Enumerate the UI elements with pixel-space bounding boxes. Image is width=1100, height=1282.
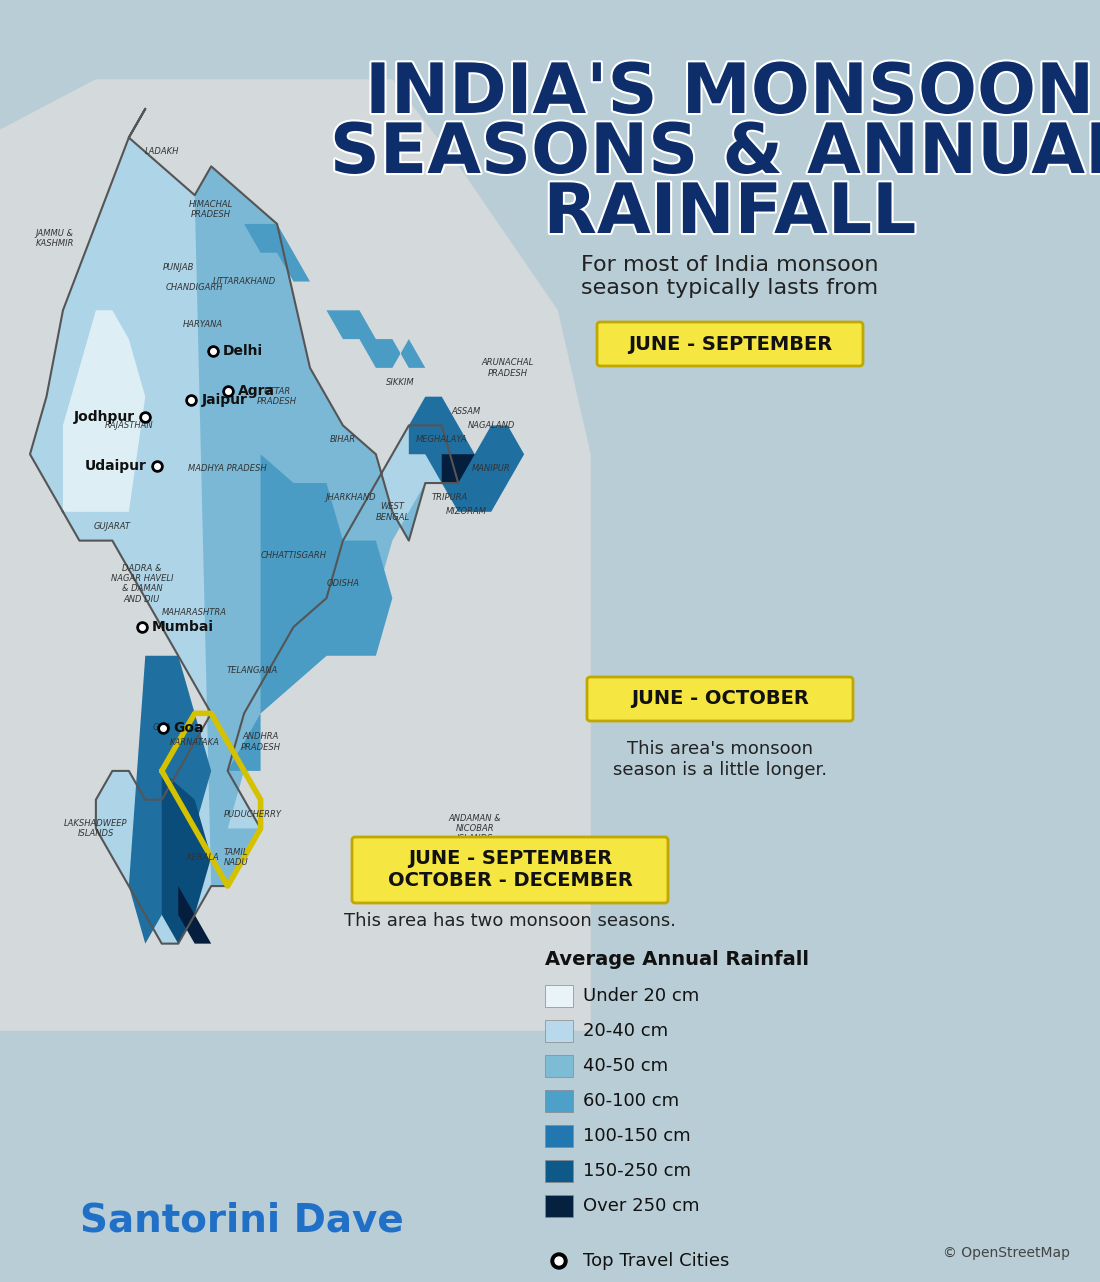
Text: TAMIL
NADU: TAMIL NADU (223, 847, 249, 867)
Polygon shape (442, 454, 475, 483)
Text: Santorini Dave: Santorini Dave (80, 1201, 404, 1238)
Text: KERALA: KERALA (187, 853, 219, 862)
Polygon shape (178, 886, 211, 944)
Text: MAHARASHTRA: MAHARASHTRA (162, 608, 228, 617)
Text: MEGHALAYA: MEGHALAYA (416, 436, 468, 445)
Text: Goa: Goa (174, 720, 204, 735)
Polygon shape (63, 310, 145, 512)
Text: 100-150 cm: 100-150 cm (583, 1127, 691, 1145)
Text: ASSAM: ASSAM (452, 406, 481, 415)
Text: GUJARAT: GUJARAT (94, 522, 131, 531)
Text: Top Travel Cities: Top Travel Cities (583, 1253, 729, 1270)
Bar (544, 1055, 573, 1077)
Text: This area's monsoon
season is a little longer.: This area's monsoon season is a little l… (613, 740, 827, 778)
Text: RAINFALL: RAINFALL (543, 179, 916, 247)
Bar (544, 1195, 573, 1217)
Text: PUDUCHERRY: PUDUCHERRY (223, 810, 282, 819)
Text: BIHAR: BIHAR (330, 436, 356, 445)
Text: PUNJAB: PUNJAB (163, 263, 194, 272)
Text: WEST
BENGAL: WEST BENGAL (375, 503, 409, 522)
Text: Mumbai: Mumbai (152, 620, 214, 635)
Text: HIMACHAL
PRADESH: HIMACHAL PRADESH (189, 200, 233, 219)
Text: LAKSHADWEEP
ISLANDS: LAKSHADWEEP ISLANDS (64, 819, 128, 838)
Polygon shape (0, 79, 590, 1029)
Bar (544, 1020, 573, 1042)
Text: INDIA'S MONSOON: INDIA'S MONSOON (365, 60, 1094, 127)
Text: TRIPURA: TRIPURA (432, 492, 469, 503)
FancyBboxPatch shape (587, 677, 852, 720)
Polygon shape (409, 396, 524, 512)
Text: HARYANA: HARYANA (183, 320, 223, 329)
Text: UTTARAKHAND: UTTARAKHAND (212, 277, 276, 286)
Text: Average Annual Rainfall: Average Annual Rainfall (544, 950, 808, 969)
Text: GOA: GOA (152, 723, 172, 732)
Text: NAGALAND: NAGALAND (468, 420, 515, 429)
Text: MADHYA PRADESH: MADHYA PRADESH (188, 464, 267, 473)
Circle shape (551, 1253, 566, 1269)
Text: Over 250 cm: Over 250 cm (583, 1197, 700, 1215)
Text: CHANDIGARH: CHANDIGARH (166, 283, 223, 292)
Text: JAMMU &
KASHMIR: JAMMU & KASHMIR (35, 228, 74, 247)
Bar (544, 1126, 573, 1147)
Text: SEASONS & ANNUAL: SEASONS & ANNUAL (330, 121, 1100, 187)
Text: JUNE - OCTOBER: JUNE - OCTOBER (631, 690, 808, 709)
Text: DADRA &
NAGAR HAVELI
& DAMAN
AND DIU: DADRA & NAGAR HAVELI & DAMAN AND DIU (111, 564, 173, 604)
Text: ARUNACHAL
PRADESH: ARUNACHAL PRADESH (482, 358, 534, 378)
Bar (544, 1090, 573, 1111)
Text: CHHATTISGARH: CHHATTISGARH (261, 550, 327, 559)
Text: KARNATAKA: KARNATAKA (169, 737, 220, 746)
Text: MIZORAM: MIZORAM (446, 508, 487, 517)
Text: JUNE - SEPTEMBER
OCTOBER - DECEMBER: JUNE - SEPTEMBER OCTOBER - DECEMBER (387, 850, 632, 891)
Text: JHARKHAND: JHARKHAND (326, 492, 376, 503)
Text: JUNE - SEPTEMBER: JUNE - SEPTEMBER (628, 335, 832, 354)
Text: RAJASTHAN: RAJASTHAN (104, 420, 153, 429)
Text: 20-40 cm: 20-40 cm (583, 1022, 668, 1040)
Text: 60-100 cm: 60-100 cm (583, 1092, 679, 1110)
Text: For most of India monsoon
season typically lasts from: For most of India monsoon season typical… (581, 255, 879, 299)
Text: Jodhpur: Jodhpur (74, 410, 135, 424)
Polygon shape (162, 770, 211, 944)
Bar (544, 1160, 573, 1182)
Text: 40-50 cm: 40-50 cm (583, 1056, 668, 1076)
Text: ANDAMAN &
NICOBAR
ISLANDS: ANDAMAN & NICOBAR ISLANDS (449, 814, 500, 844)
Text: 150-250 cm: 150-250 cm (583, 1161, 691, 1179)
Text: LADAKH: LADAKH (144, 147, 179, 156)
Text: MANIPUR: MANIPUR (472, 464, 510, 473)
Text: ODISHA: ODISHA (327, 579, 360, 588)
Text: Under 20 cm: Under 20 cm (583, 987, 700, 1005)
Polygon shape (195, 167, 426, 886)
Polygon shape (30, 109, 459, 944)
Text: SIKKIM: SIKKIM (386, 378, 415, 387)
Circle shape (556, 1256, 563, 1265)
Text: TELANGANA: TELANGANA (227, 665, 278, 674)
FancyBboxPatch shape (352, 837, 668, 903)
Text: Delhi: Delhi (223, 344, 263, 358)
Text: This area has two monsoon seasons.: This area has two monsoon seasons. (344, 912, 676, 929)
FancyBboxPatch shape (597, 322, 864, 365)
Text: © OpenStreetMap: © OpenStreetMap (943, 1246, 1070, 1260)
Text: UTTAR
PRADESH: UTTAR PRADESH (257, 387, 297, 406)
Polygon shape (228, 454, 393, 770)
Text: ANDHRA
PRADESH: ANDHRA PRADESH (241, 732, 280, 751)
Polygon shape (129, 656, 211, 944)
Text: Jaipur: Jaipur (201, 392, 248, 406)
Text: Udaipur: Udaipur (85, 459, 146, 473)
Polygon shape (195, 224, 459, 396)
Bar (544, 985, 573, 1006)
Text: Agra: Agra (238, 383, 275, 397)
